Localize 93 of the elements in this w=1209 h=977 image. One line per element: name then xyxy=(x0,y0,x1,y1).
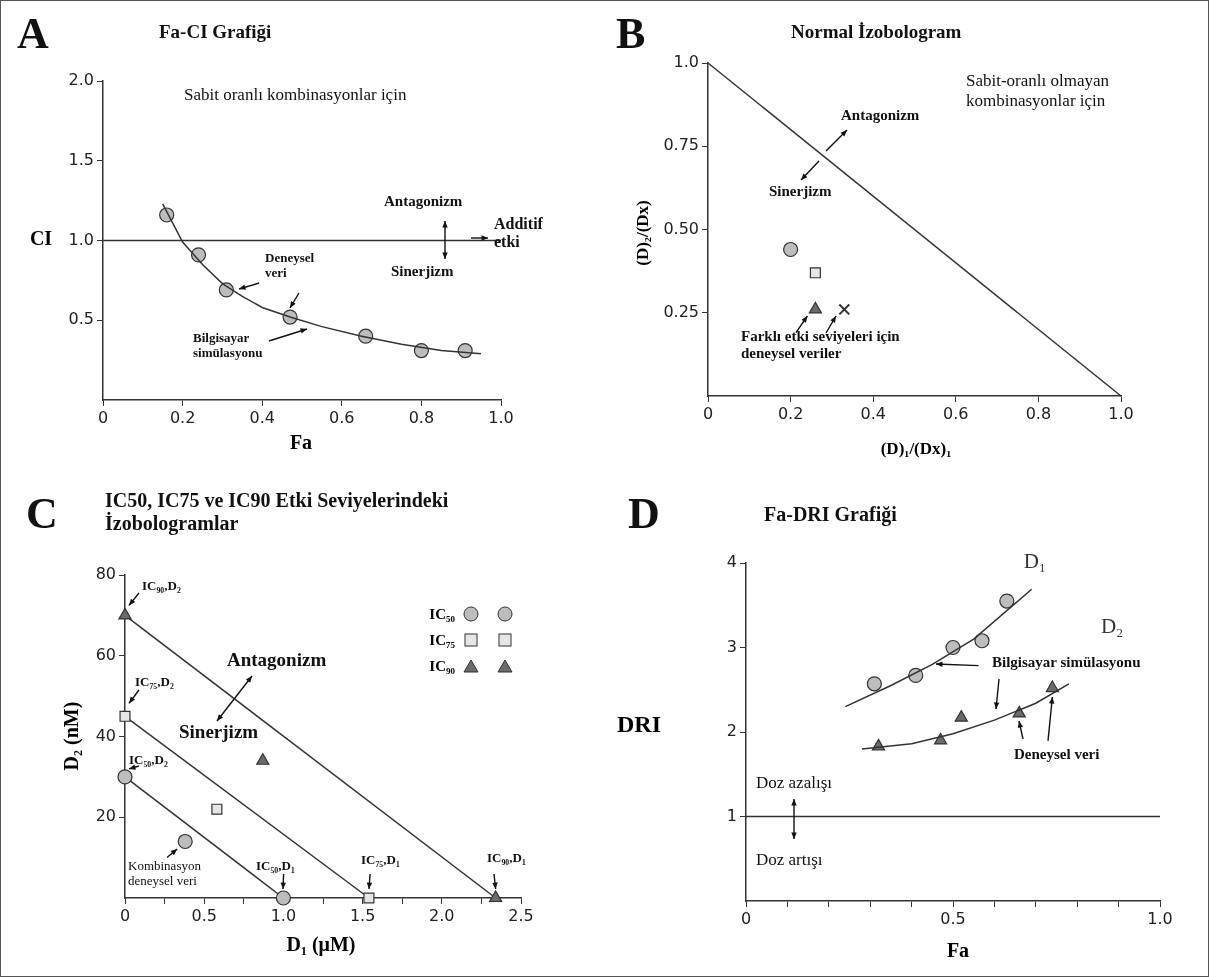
series-label: D₁ xyxy=(1023,549,1047,574)
chart-title: IC50, IC75 ve IC90 Etki Seviyelerindeki İzobologramlar xyxy=(105,489,450,535)
x-axis-title: (D)₁/(Dx)₁ xyxy=(880,439,952,459)
x-axis-title: Fa xyxy=(946,939,970,962)
annotation: IC₉₀,D₁ xyxy=(487,850,526,866)
annotation: Bilgisayar simülasyonu xyxy=(992,654,1141,672)
annotation: IC₇₅,D₂ xyxy=(135,674,174,690)
annotation: Doz artışı xyxy=(756,850,823,870)
annotation: Antagonizm xyxy=(841,107,920,125)
y-tick-label: 2.0 xyxy=(68,70,94,90)
annotation: Sabit oranlı kombinasyonlar için xyxy=(184,85,407,105)
annotation: Kombinasyon deneysel veri xyxy=(128,858,202,889)
ref-line-label: Additif etki xyxy=(494,215,544,252)
annotation: Deneysel veri xyxy=(1014,746,1100,764)
y-axis-title: DRI xyxy=(616,710,662,738)
text: D xyxy=(628,489,660,540)
point xyxy=(119,710,131,722)
y-tick-label: 60 xyxy=(95,644,116,664)
text: A xyxy=(17,9,49,60)
annotation: Doz azalışı xyxy=(756,773,832,793)
x-tick-label: 0 xyxy=(702,403,714,423)
point xyxy=(1045,680,1060,693)
annotation: IC₅₀,D₁ xyxy=(256,858,295,874)
x-tick-label: 0.6 xyxy=(943,403,969,423)
x-tick-label: 1.5 xyxy=(349,905,376,925)
y-tick-label: 1.0 xyxy=(68,229,94,249)
x-tick-label: 2.0 xyxy=(429,905,455,925)
x-tick-label: 0.5 xyxy=(191,905,217,925)
y-tick-label: 80 xyxy=(95,564,116,584)
y-tick-label: 1.5 xyxy=(68,149,94,169)
x-axis-title: Fa xyxy=(289,431,313,454)
text: B xyxy=(616,9,646,60)
x-tick-label: 1.0 xyxy=(1108,403,1134,423)
chart-title: Fa-CI Grafiği xyxy=(159,21,272,43)
y-tick-label: 40 xyxy=(95,725,116,745)
x-tick-label: 0.2 xyxy=(777,403,804,423)
x-tick-label: 0.8 xyxy=(408,407,435,427)
legend-label: IC₅₀ xyxy=(429,605,455,623)
annotation: Deneysel veri xyxy=(265,250,316,281)
y-tick-label: 4 xyxy=(726,552,737,572)
point xyxy=(256,753,270,765)
annotation: Sinerjizm xyxy=(769,183,832,201)
annotation: IC₇₅,D₁ xyxy=(361,852,400,868)
point xyxy=(954,710,968,722)
x-tick-label: 0.5 xyxy=(940,908,966,928)
x-tick-label: 0.4 xyxy=(249,407,275,427)
point xyxy=(275,890,291,906)
annotation: IC₅₀,D₂ xyxy=(129,752,168,768)
y-axis-title: D₂ (nM) xyxy=(59,701,83,771)
y-tick-label: 1 xyxy=(726,805,737,825)
chart-title: Fa-DRI Grafiği xyxy=(764,503,897,526)
point xyxy=(117,769,133,785)
y-tick-label: 20 xyxy=(95,806,116,826)
x-tick-label: 2.5 xyxy=(508,905,534,925)
y-axis-title: (D)₂/(Dx) xyxy=(633,200,653,266)
x-tick-label: 0.6 xyxy=(329,407,355,427)
y-tick-label: 2 xyxy=(726,721,737,741)
y-tick-label: 0.5 xyxy=(68,309,94,329)
chart-title: Normal İzobologram xyxy=(791,21,962,43)
point xyxy=(866,676,882,692)
x-tick-label: 0 xyxy=(97,407,109,427)
x-tick-label: 0.4 xyxy=(860,403,886,423)
point xyxy=(363,892,375,904)
annotation: Sinerjizm xyxy=(391,263,454,281)
annotation: Sinerjizm xyxy=(179,721,259,743)
x-tick-label: 1.0 xyxy=(1147,908,1173,928)
x-tick-label: 0.8 xyxy=(1025,403,1052,423)
annotation: Bilgisayar simülasyonu xyxy=(193,330,264,361)
y-tick-label: 3 xyxy=(726,636,737,656)
point xyxy=(177,833,193,850)
x-tick-label: 1.0 xyxy=(270,905,297,925)
y-tick-label: 1.0 xyxy=(673,52,699,72)
annotation: Antagonizm xyxy=(384,193,463,211)
x-tick-label: 0.2 xyxy=(169,407,196,427)
x-axis-title: D₁ (μM) xyxy=(286,933,356,956)
x-tick-label: 1.0 xyxy=(488,407,514,427)
annotation: IC₉₀,D₂ xyxy=(142,578,181,594)
y-tick-label: 0.25 xyxy=(663,301,699,321)
point xyxy=(211,803,223,815)
y-axis-title: CI xyxy=(29,226,53,250)
annotation: Farklı etki seviyeleri için deneysel veriler xyxy=(741,328,901,363)
x-tick-label: 0 xyxy=(740,908,752,928)
annotation: Sabit-oranlı olmayan kombinasyonlar için xyxy=(966,71,1111,111)
y-tick-label: 0.75 xyxy=(663,135,699,155)
text: C xyxy=(26,489,58,540)
text: D₂ xyxy=(1100,613,1124,638)
point xyxy=(974,633,990,649)
legend-label: IC₉₀ xyxy=(429,657,455,675)
x-tick-label: 0 xyxy=(119,905,131,925)
y-tick-label: 0.50 xyxy=(663,218,699,238)
annotation: Antagonizm xyxy=(227,649,327,671)
legend-label: IC₇₅ xyxy=(429,631,455,649)
point xyxy=(999,593,1015,609)
